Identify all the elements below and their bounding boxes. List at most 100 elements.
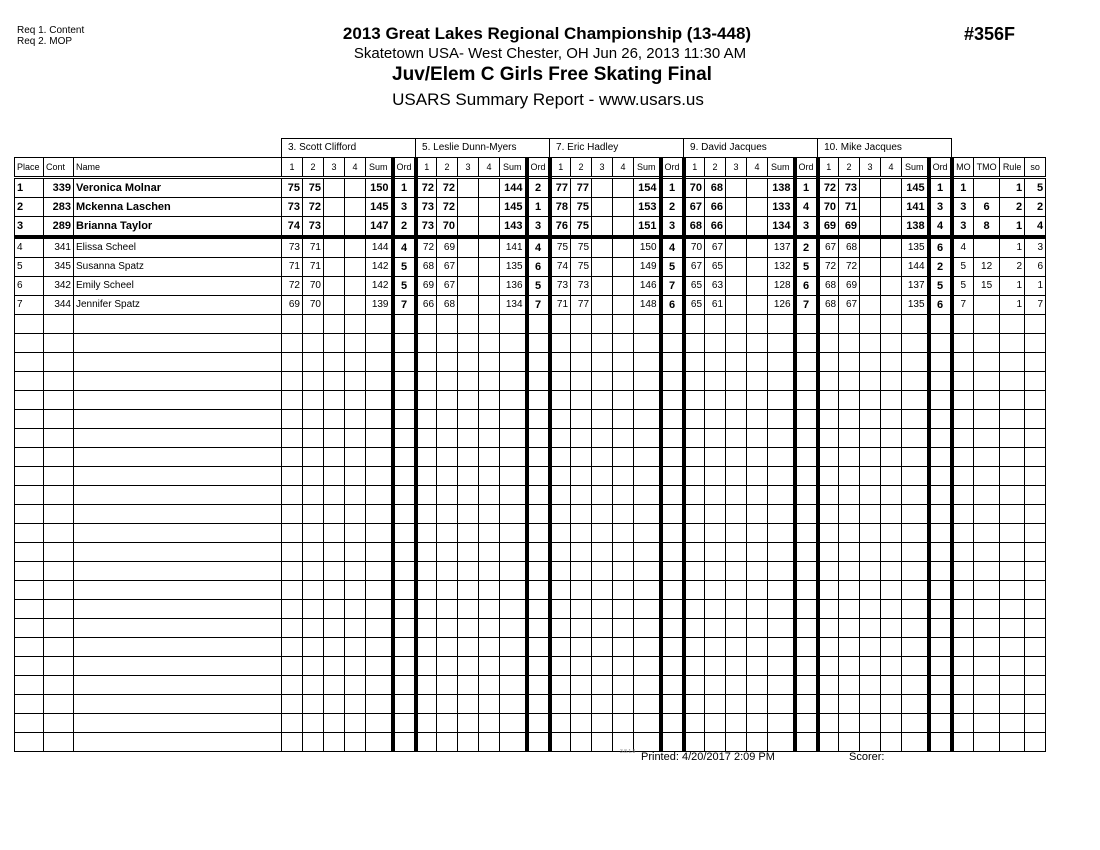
empty-cell xyxy=(725,523,748,543)
empty-cell xyxy=(14,618,44,638)
empty-cell xyxy=(859,390,882,410)
empty-cell xyxy=(681,618,706,638)
empty-cell xyxy=(815,656,840,676)
empty-cell xyxy=(746,542,769,562)
empty-cell xyxy=(365,618,393,638)
ordinal-cell: 5 xyxy=(926,276,953,296)
score-2: 67 xyxy=(436,276,459,296)
empty-cell xyxy=(767,466,796,486)
empty-cell xyxy=(524,694,551,714)
empty-cell xyxy=(633,656,662,676)
empty-cell xyxy=(73,618,282,638)
empty-cell xyxy=(949,713,975,733)
column-header-score: 2 xyxy=(436,157,459,179)
empty-cell xyxy=(547,618,572,638)
empty-cell xyxy=(570,428,593,448)
empty-cell xyxy=(792,580,819,600)
score-3 xyxy=(859,257,882,277)
empty-cell xyxy=(838,580,861,600)
empty-cell xyxy=(73,637,282,657)
empty-cell xyxy=(949,390,975,410)
empty-cell xyxy=(612,504,635,524)
score-4 xyxy=(478,197,501,217)
empty-cell xyxy=(999,618,1026,638)
empty-cell xyxy=(704,371,727,391)
score-3 xyxy=(859,276,882,296)
empty-cell xyxy=(365,333,393,353)
empty-cell xyxy=(838,713,861,733)
empty-cell xyxy=(1024,732,1047,752)
empty-cell xyxy=(838,523,861,543)
score-4 xyxy=(880,177,903,198)
empty-cell xyxy=(767,618,796,638)
empty-cell xyxy=(499,504,528,524)
empty-cell xyxy=(323,352,345,372)
score-4 xyxy=(880,257,903,277)
empty-cell xyxy=(838,390,861,410)
empty-cell xyxy=(725,580,748,600)
empty-cell xyxy=(344,333,366,353)
empty-cell xyxy=(591,542,614,562)
empty-cell xyxy=(999,428,1026,448)
summary-table: 3. Scott Clifford 5. Leslie Dunn-Myers 7. … xyxy=(14,138,1047,752)
sum-cell: 135 xyxy=(499,257,528,277)
score-4 xyxy=(344,257,366,277)
empty-cell xyxy=(323,409,345,429)
empty-cell xyxy=(281,466,303,486)
score-1: 71 xyxy=(547,295,572,315)
empty-cell xyxy=(344,675,366,695)
empty-cell xyxy=(43,580,74,600)
sum-cell: 138 xyxy=(901,216,930,239)
empty-cell xyxy=(436,580,459,600)
score-1: 71 xyxy=(281,257,303,277)
empty-cell xyxy=(570,447,593,467)
tmo-cell xyxy=(973,295,1001,315)
contestant-number: 345 xyxy=(43,257,74,277)
score-1: 73 xyxy=(413,216,438,239)
empty-cell xyxy=(478,542,501,562)
empty-cell xyxy=(478,523,501,543)
empty-cell xyxy=(390,409,417,429)
empty-cell xyxy=(570,314,593,334)
empty-cell xyxy=(457,409,480,429)
empty-cell xyxy=(547,561,572,581)
rule-cell: 1 xyxy=(999,236,1026,258)
empty-cell xyxy=(746,390,769,410)
empty-cell xyxy=(524,428,551,448)
empty-cell xyxy=(43,390,74,410)
empty-cell xyxy=(999,637,1026,657)
empty-cell xyxy=(725,637,748,657)
empty-cell xyxy=(570,675,593,695)
empty-cell xyxy=(302,409,324,429)
score-1: 72 xyxy=(413,177,438,198)
empty-cell xyxy=(633,314,662,334)
empty-cell xyxy=(478,504,501,524)
version-text: 3.8.1.8 xyxy=(620,749,636,755)
empty-cell xyxy=(413,580,438,600)
empty-cell xyxy=(344,599,366,619)
empty-cell xyxy=(926,675,953,695)
empty-cell xyxy=(547,656,572,676)
empty-cell xyxy=(658,599,685,619)
empty-cell xyxy=(633,485,662,505)
empty-cell xyxy=(524,675,551,695)
empty-cell xyxy=(658,637,685,657)
empty-cell xyxy=(390,618,417,638)
empty-cell xyxy=(478,447,501,467)
empty-cell xyxy=(570,504,593,524)
empty-cell xyxy=(281,580,303,600)
score-2: 68 xyxy=(436,295,459,315)
empty-cell xyxy=(792,409,819,429)
empty-cell xyxy=(725,656,748,676)
empty-cell xyxy=(612,542,635,562)
empty-cell xyxy=(704,580,727,600)
empty-cell xyxy=(499,542,528,562)
empty-cell xyxy=(926,561,953,581)
empty-cell xyxy=(413,618,438,638)
empty-cell xyxy=(973,656,1001,676)
empty-cell xyxy=(457,504,480,524)
empty-cell xyxy=(949,352,975,372)
empty-cell xyxy=(43,694,74,714)
so-cell: 7 xyxy=(1024,295,1047,315)
ordinal-cell: 3 xyxy=(792,216,819,239)
